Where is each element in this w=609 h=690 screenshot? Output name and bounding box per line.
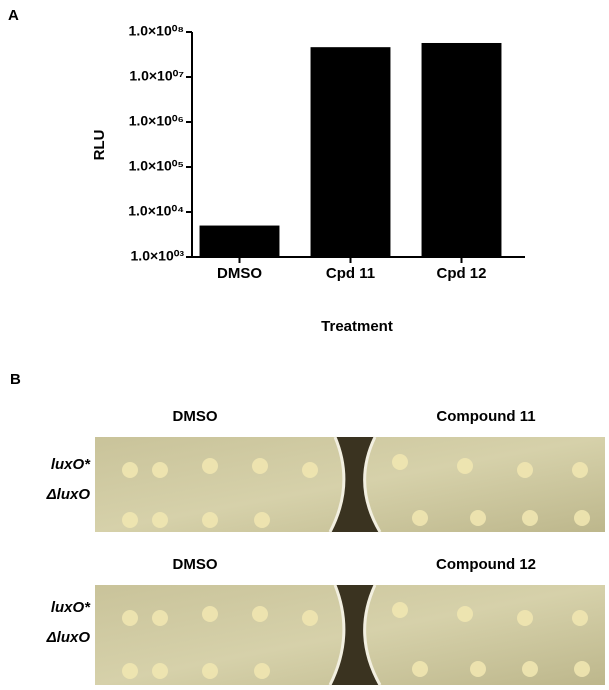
x-tick-label: Cpd 12 (436, 265, 486, 282)
colony (202, 458, 218, 474)
colony (470, 510, 486, 526)
y-axis-label: RLU (91, 130, 108, 161)
x-tick-label: Cpd 11 (326, 265, 375, 282)
colony (412, 661, 428, 677)
colony (412, 510, 428, 526)
colony (122, 663, 138, 679)
colony (302, 610, 318, 626)
colony (302, 462, 318, 478)
y-tick-label: 1.0×10⁰⁶ (129, 113, 184, 129)
photo-title: Compound 12 (436, 556, 536, 573)
x-tick-label: DMSO (217, 265, 262, 282)
panel-label: B (10, 371, 21, 388)
bar (421, 42, 502, 258)
photo-title: Compound 11 (436, 408, 535, 425)
colony (152, 663, 168, 679)
colony (202, 606, 218, 622)
plate-rim (363, 436, 382, 533)
colony (522, 661, 538, 677)
colony (572, 462, 588, 478)
strain-label: luxO* (51, 599, 91, 616)
colony (254, 663, 270, 679)
colony (152, 512, 168, 528)
colony (122, 512, 138, 528)
y-tick-label: 1.0×10⁰⁵ (129, 158, 184, 174)
colony (470, 661, 486, 677)
photo-title: DMSO (173, 408, 218, 425)
photo-title: DMSO (173, 556, 218, 573)
x-axis-label: Treatment (321, 318, 393, 335)
colony (517, 462, 533, 478)
colony (457, 458, 473, 474)
y-tick-label: 1.0×10⁰⁷ (129, 68, 184, 84)
colony (517, 610, 533, 626)
colony (152, 462, 168, 478)
colony (122, 610, 138, 626)
panel-label: A (8, 7, 19, 24)
colony (202, 512, 218, 528)
strain-label: luxO* (51, 456, 91, 473)
bar (199, 225, 280, 257)
colony (122, 462, 138, 478)
strain-label: ΔluxO (46, 486, 91, 503)
plate-rim (328, 436, 346, 533)
colony (252, 606, 268, 622)
plate-rim (363, 584, 382, 686)
colony (572, 610, 588, 626)
y-tick-label: 1.0×10⁰⁴ (128, 203, 184, 219)
y-tick-label: 1.0×10⁰⁸ (129, 23, 184, 39)
colony (202, 663, 218, 679)
bar (310, 47, 391, 257)
colony (522, 510, 538, 526)
colony (252, 458, 268, 474)
y-tick-label: 1.0×10⁰³ (131, 248, 185, 264)
colony (392, 602, 408, 618)
colony (574, 510, 590, 526)
colony (392, 454, 408, 470)
plate-rim (328, 584, 346, 686)
colony (254, 512, 270, 528)
colony (457, 606, 473, 622)
strain-label: ΔluxO (46, 629, 91, 646)
colony (574, 661, 590, 677)
colony (152, 610, 168, 626)
